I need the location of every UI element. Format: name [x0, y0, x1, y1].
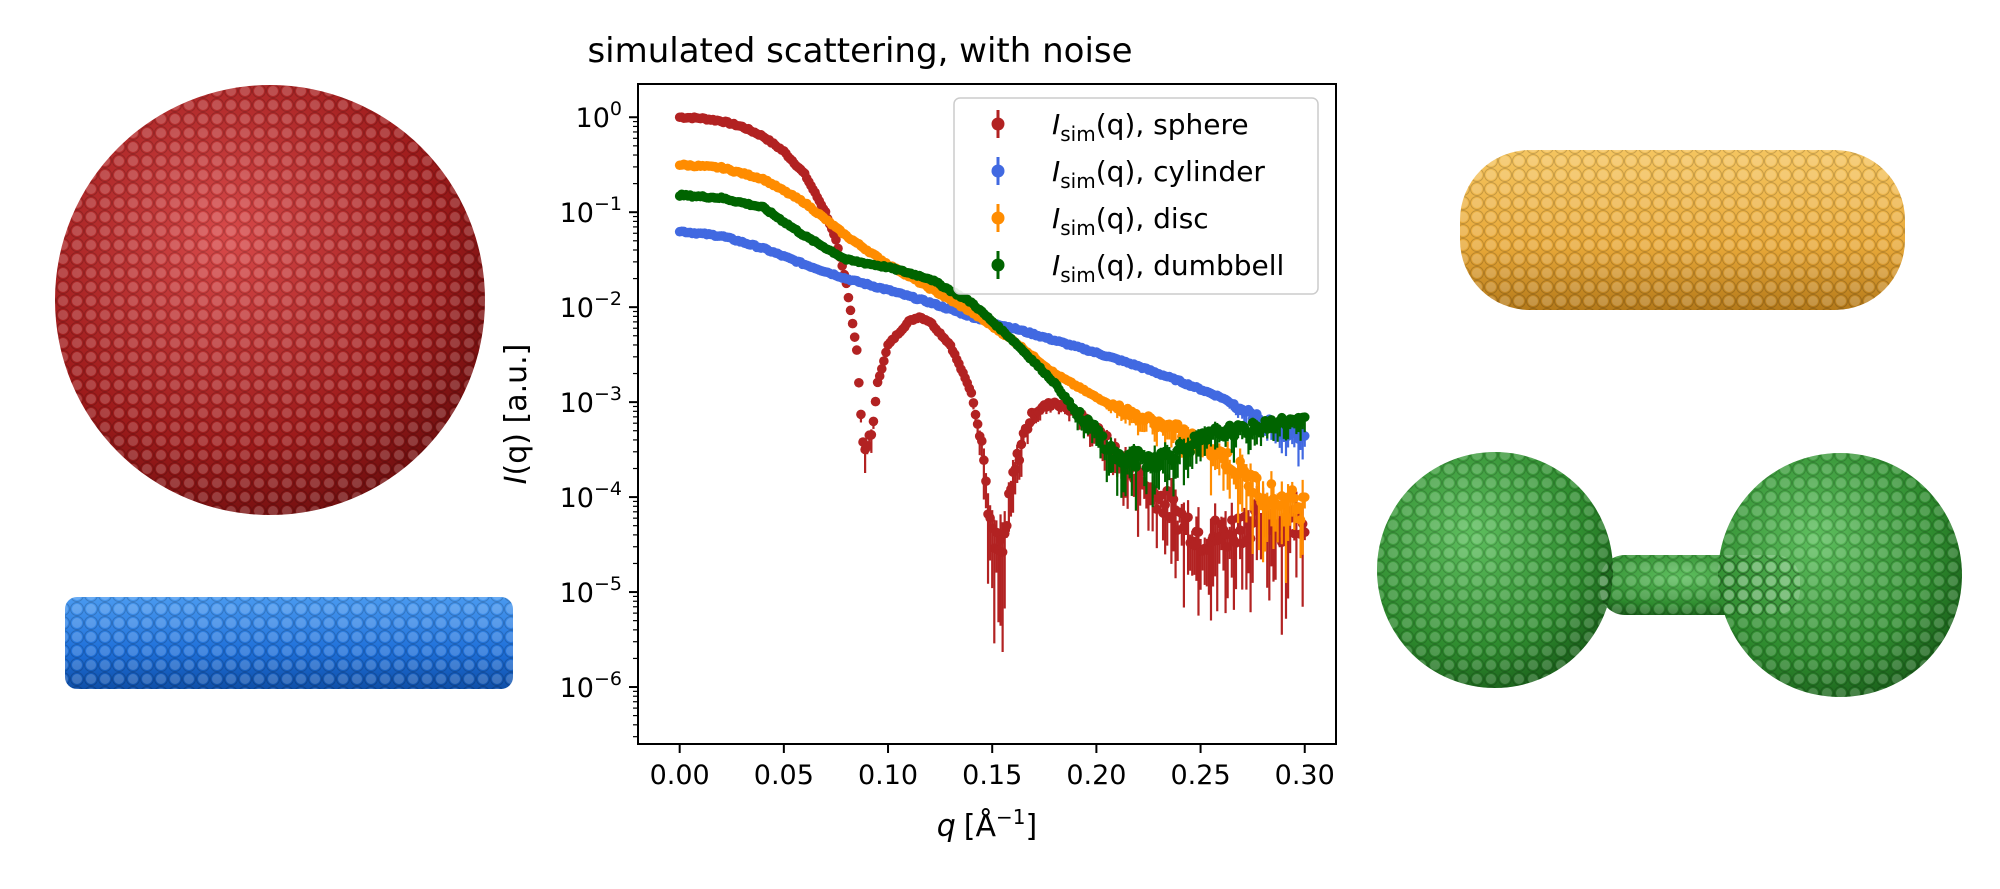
x-tick-label: 0.15 [962, 760, 1022, 791]
disc-model-illustration [1460, 150, 1905, 310]
data-point [1222, 447, 1233, 458]
data-point [997, 547, 1008, 557]
data-point [876, 364, 887, 374]
x-tick-label: 0.20 [1066, 760, 1126, 791]
y-tick-label: 10−2 [560, 288, 622, 324]
x-axis-label: q [Å−1] [937, 805, 1037, 844]
series-sphere [674, 112, 1310, 652]
x-axis-ticks: 0.00 0.05 0.10 0.15 0.20 0.25 0.30 [650, 744, 1335, 791]
data-point [849, 332, 860, 342]
data-point [1193, 527, 1204, 537]
y-tick-label: 10−3 [560, 383, 622, 419]
data-point [1014, 455, 1025, 466]
series-layer [674, 112, 1310, 652]
y-axis-ticks: 100 10−1 10−2 10−3 10−4 10−5 10−6 [560, 98, 638, 738]
sphere-model-illustration [55, 85, 485, 515]
legend-label-disc: Isim(q), disc [1052, 202, 1209, 240]
data-point [1299, 431, 1310, 441]
data-point [981, 476, 991, 487]
series-dumbbell [674, 189, 1310, 511]
data-point [831, 235, 841, 245]
y-tick-label: 10−5 [560, 573, 622, 609]
data-point [1299, 412, 1310, 422]
x-tick-label: 0.25 [1171, 760, 1231, 791]
data-point [1295, 515, 1306, 525]
data-point [1299, 492, 1310, 502]
cylinder-model-illustration [65, 597, 513, 689]
y-tick-label: 10−4 [560, 478, 622, 514]
y-axis-label: I(q) [a.u.] [499, 344, 534, 485]
data-point [854, 377, 864, 388]
x-tick-label: 0.00 [650, 760, 710, 791]
legend-marker [991, 117, 1005, 131]
data-point [868, 416, 879, 427]
legend-label-dumbbell: Isim(q), dumbbell [1052, 249, 1284, 287]
data-point [970, 409, 981, 420]
chart-title: simulated scattering, with noise [587, 31, 1132, 71]
data-point [845, 305, 856, 316]
data-point [879, 356, 889, 366]
legend-label-cylinder: Isim(q), cylinder [1052, 155, 1265, 193]
data-point [1183, 512, 1193, 523]
data-point [966, 388, 977, 398]
data-point [1074, 406, 1085, 417]
x-tick-label: 0.10 [858, 760, 918, 791]
data-point [870, 396, 881, 407]
legend-box [953, 97, 1319, 295]
data-point [843, 292, 854, 303]
data-point [1266, 479, 1277, 489]
data-point [866, 430, 877, 440]
legend-marker [991, 258, 1005, 272]
data-point [976, 436, 987, 446]
legend-label-sphere: Isim(q), sphere [1052, 108, 1249, 146]
data-point [1252, 473, 1262, 483]
data-point [1289, 493, 1300, 504]
legend: Isim(q), sphere Isim(q), cylinder Isim(q),… [953, 97, 1319, 295]
data-point [1245, 533, 1256, 544]
y-tick-label: 10−1 [560, 193, 622, 229]
dumbbell-model-illustration [1377, 452, 1962, 697]
data-point [1097, 431, 1108, 441]
y-tick-label: 100 [576, 98, 622, 134]
data-point [1016, 439, 1027, 450]
data-point [1131, 462, 1141, 472]
data-point [979, 455, 989, 466]
data-point [972, 419, 983, 429]
data-point [856, 409, 866, 420]
data-point [1287, 485, 1298, 495]
data-point [881, 347, 891, 358]
x-tick-label: 0.30 [1275, 760, 1335, 791]
data-point [968, 398, 979, 408]
data-point [1001, 520, 1012, 531]
data-point [847, 318, 858, 329]
data-point [851, 345, 862, 355]
legend-marker [991, 164, 1005, 178]
legend-marker [991, 211, 1005, 225]
y-tick-label: 10−6 [560, 668, 622, 704]
x-tick-label: 0.05 [754, 760, 814, 791]
